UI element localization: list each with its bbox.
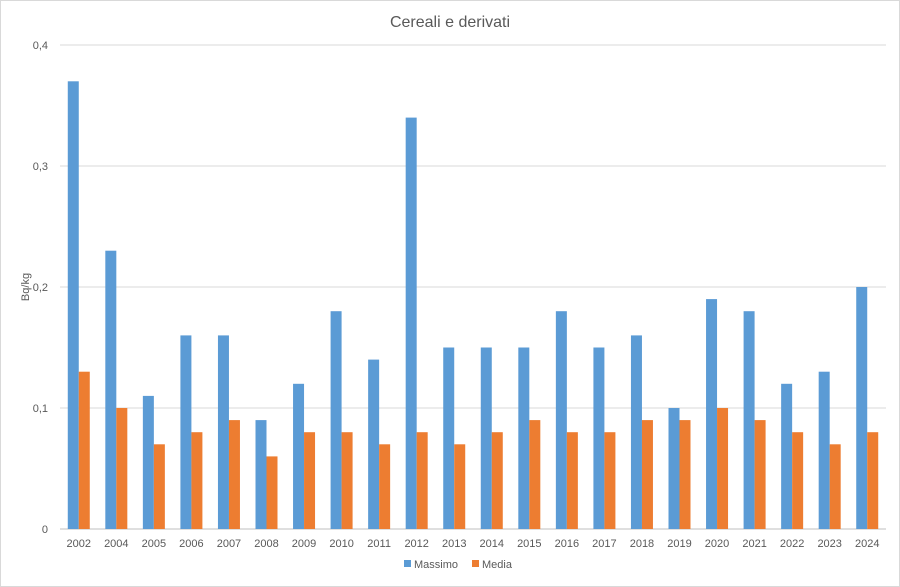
x-tick-label: 2007	[217, 538, 241, 550]
y-tick-label: 0	[42, 524, 48, 536]
y-tick-label: 0,1	[33, 403, 48, 415]
bar-media-2022	[792, 432, 804, 529]
bar-media-2009	[304, 432, 316, 529]
x-tick-label: 2023	[817, 538, 841, 550]
x-tick-label: 2012	[404, 538, 428, 550]
bar-media-2007	[228, 420, 240, 529]
bar-massimo-2014	[480, 347, 492, 529]
bar-media-2006	[191, 432, 203, 529]
bar-massimo-2018	[630, 335, 642, 529]
bar-massimo-2012	[405, 117, 417, 529]
bar-media-2021	[754, 420, 766, 529]
x-tick-label: 2011	[367, 538, 391, 550]
bar-media-2013	[454, 444, 466, 529]
bar-media-2024	[867, 432, 879, 529]
legend-label-media: Media	[482, 559, 513, 571]
bar-massimo-2011	[368, 359, 380, 529]
bar-massimo-2013	[443, 347, 455, 529]
bar-massimo-2006	[180, 335, 192, 529]
bar-massimo-2005	[142, 395, 154, 529]
bar-massimo-2024	[856, 287, 868, 529]
x-tick-label: 2013	[442, 538, 466, 550]
bar-media-2023	[829, 444, 841, 529]
x-tick-label: 2020	[705, 538, 729, 550]
y-tick-label: 0,3	[33, 161, 48, 173]
legend-swatch-media	[472, 560, 479, 567]
x-tick-label: 2010	[329, 538, 353, 550]
y-axis-label: Bq/kg	[20, 273, 32, 301]
bar-massimo-2010	[330, 311, 342, 529]
x-tick-label: 2015	[517, 538, 541, 550]
bar-media-2011	[379, 444, 391, 529]
bar-massimo-2017	[593, 347, 605, 529]
bar-massimo-2022	[781, 383, 793, 529]
x-tick-label: 2009	[292, 538, 316, 550]
bar-massimo-2021	[743, 311, 755, 529]
x-tick-label: 2006	[179, 538, 203, 550]
bar-media-2004	[116, 408, 128, 529]
bar-massimo-2009	[293, 383, 305, 529]
chart-title: Cereali e derivati	[390, 14, 510, 31]
bar-media-2020	[717, 408, 729, 529]
bar-massimo-2023	[818, 371, 830, 529]
bar-media-2016	[566, 432, 578, 529]
bar-massimo-2015	[518, 347, 530, 529]
bar-media-2010	[341, 432, 353, 529]
legend: Massimo Media	[404, 559, 513, 571]
bar-media-2008	[266, 456, 278, 529]
x-tick-label: 2018	[630, 538, 654, 550]
legend-swatch-massimo	[404, 560, 411, 567]
bar-media-2005	[153, 444, 165, 529]
x-tick-label: 2005	[142, 538, 166, 550]
y-tick-label: 0,2	[33, 282, 48, 294]
bar-massimo-2002	[67, 81, 79, 530]
bar-media-2017	[604, 432, 616, 529]
x-tick-label: 2022	[780, 538, 804, 550]
bar-media-2015	[529, 420, 541, 529]
y-tick-label: 0,4	[33, 40, 48, 52]
x-tick-labels: 2002 2004 2005 2006 2007 2008 2009 2010 2011 2012…	[67, 538, 880, 550]
x-tick-label: 2016	[555, 538, 579, 550]
bars	[67, 81, 879, 530]
bar-media-2002	[78, 371, 90, 529]
bar-massimo-2004	[105, 250, 117, 529]
bar-massimo-2007	[217, 335, 229, 529]
bar-massimo-2016	[555, 311, 567, 529]
bar-media-2019	[679, 420, 691, 529]
bar-media-2014	[491, 432, 503, 529]
bar-massimo-2008	[255, 420, 267, 529]
bar-massimo-2020	[706, 299, 718, 529]
x-tick-label: 2024	[855, 538, 879, 550]
legend-label-massimo: Massimo	[414, 559, 458, 571]
x-tick-label: 2002	[67, 538, 91, 550]
x-tick-label: 2019	[667, 538, 691, 550]
x-tick-label: 2004	[104, 538, 128, 550]
y-tick-labels: 0 0,1 0,2 0,3 0,4	[33, 40, 48, 536]
x-tick-label: 2014	[480, 538, 504, 550]
bar-media-2018	[641, 420, 653, 529]
x-tick-label: 2021	[742, 538, 766, 550]
x-tick-label: 2008	[254, 538, 278, 550]
bar-media-2012	[416, 432, 428, 529]
x-tick-label: 2017	[592, 538, 616, 550]
bar-massimo-2019	[668, 408, 680, 529]
